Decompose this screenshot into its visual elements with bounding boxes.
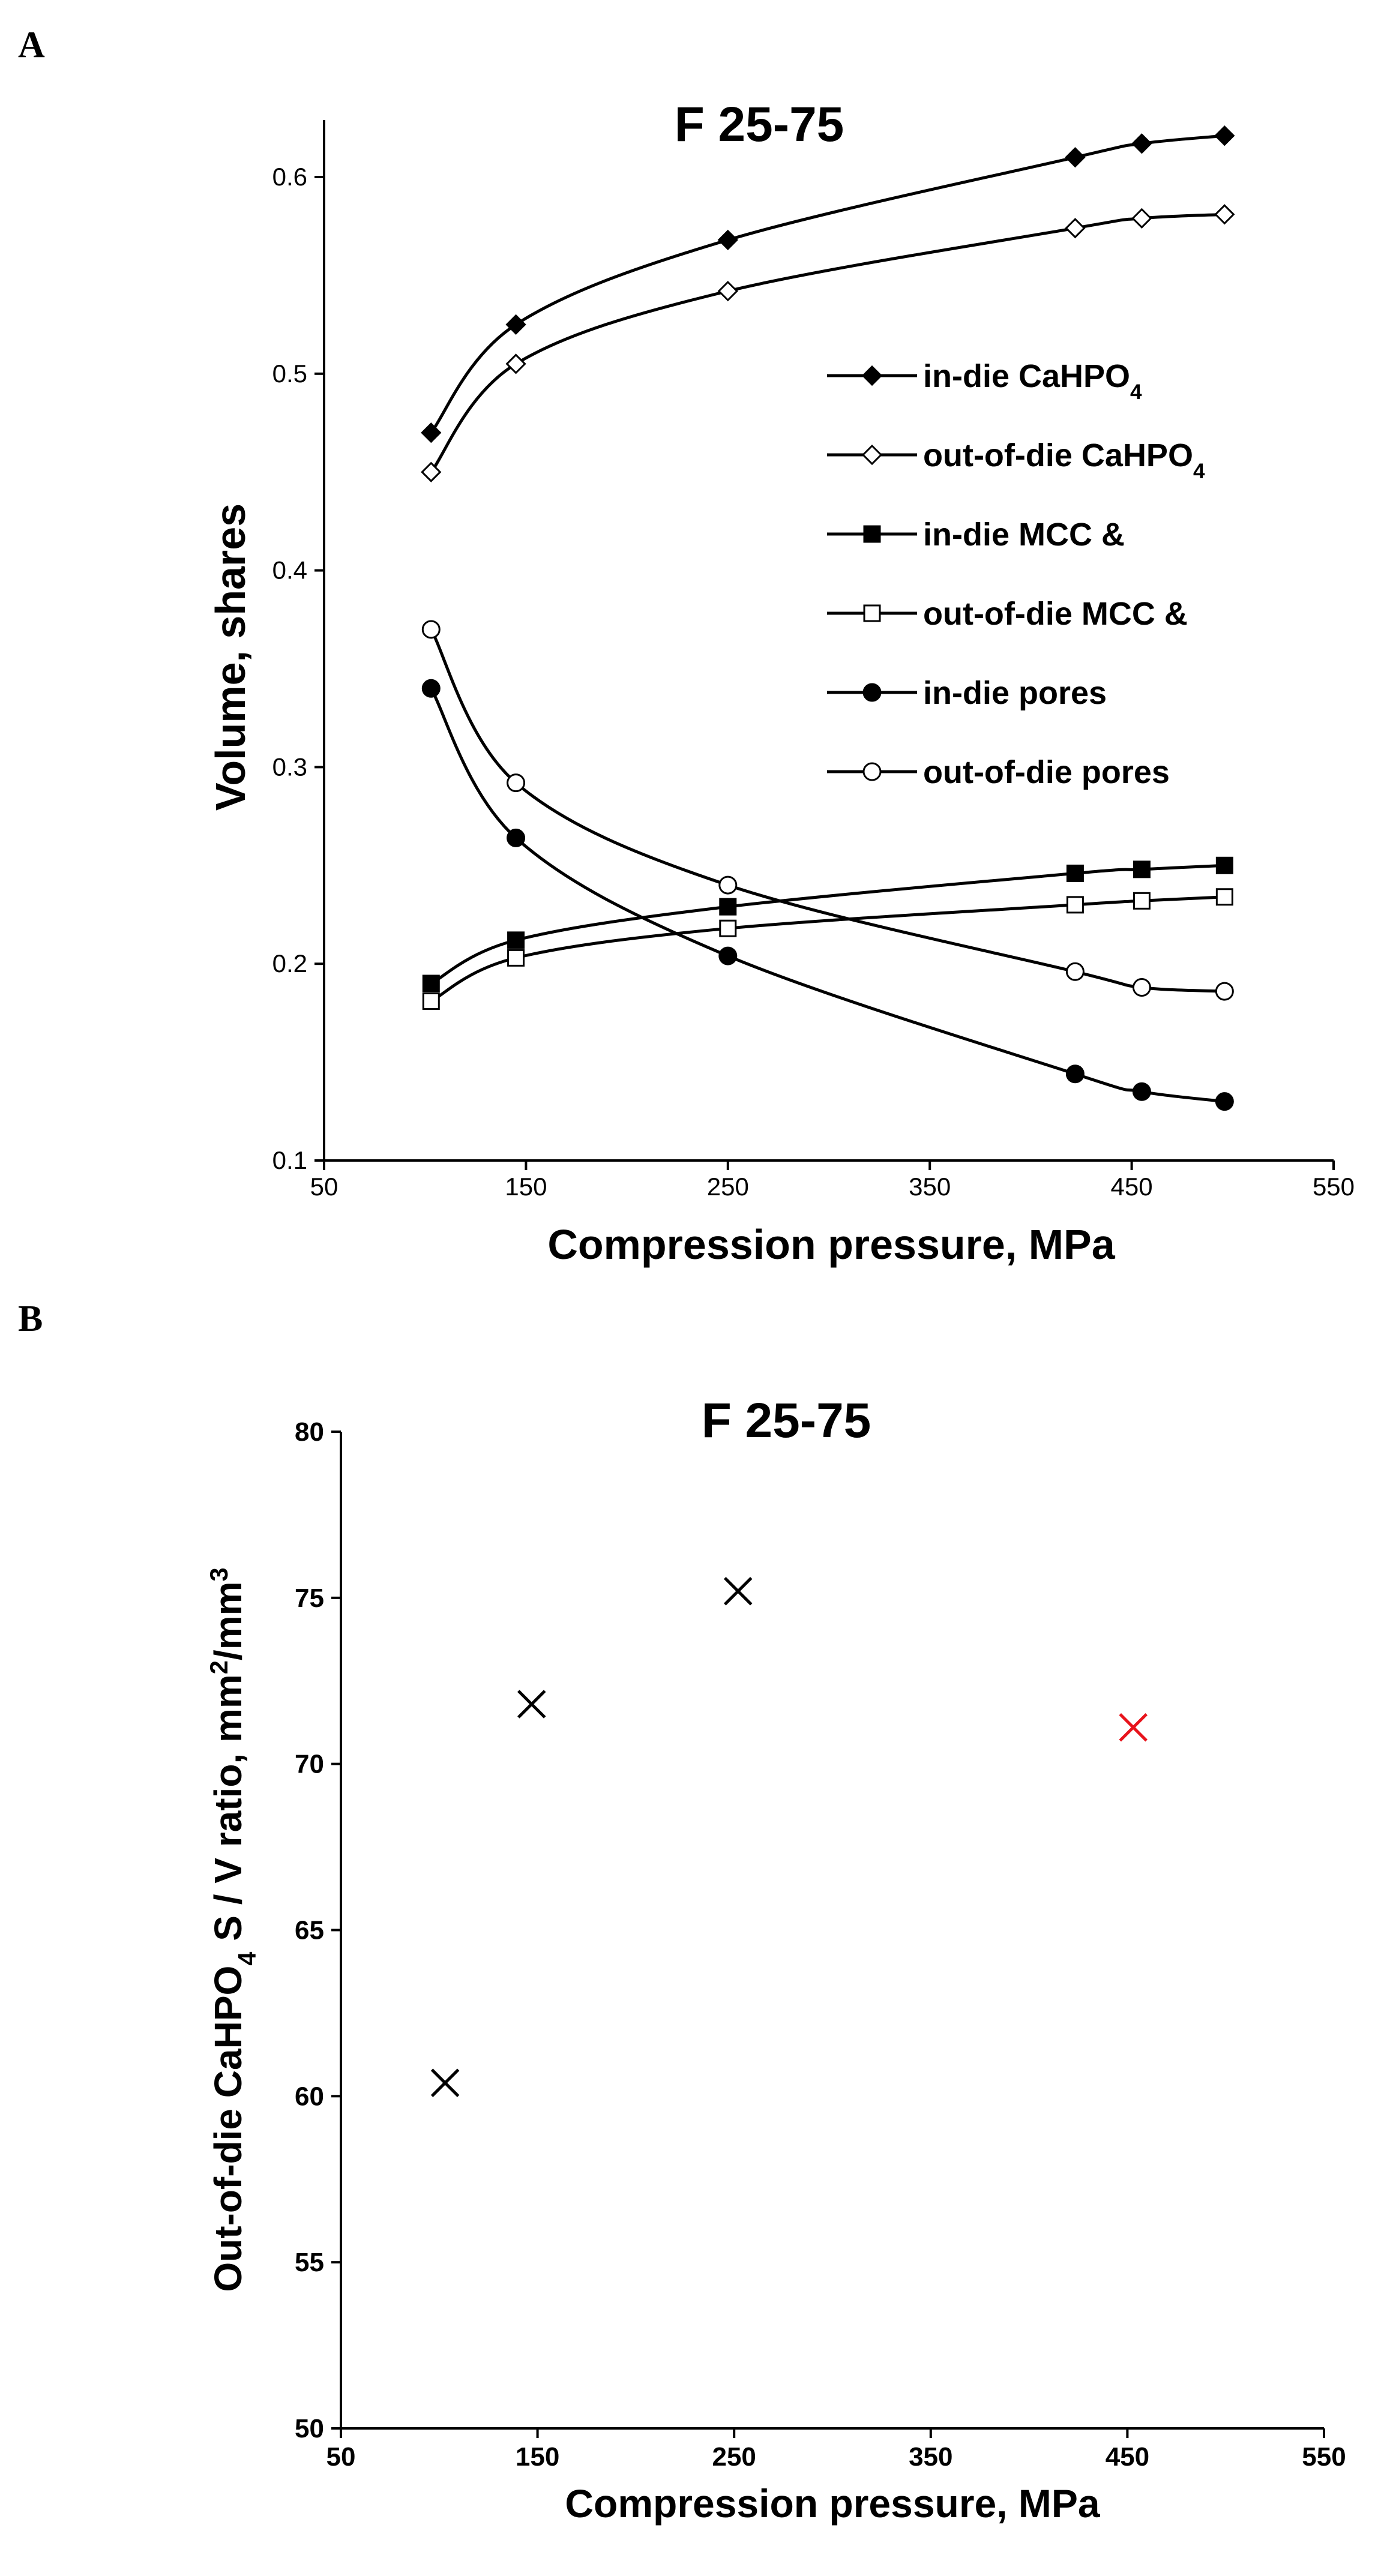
x-tick-label: 450 bbox=[1106, 2442, 1149, 2472]
legend-entry: out-of-die pores bbox=[923, 754, 1170, 790]
data-point bbox=[1066, 896, 1084, 914]
legend-entry: in-die pores bbox=[923, 675, 1107, 711]
legend-entry: in-die CaHPO4 bbox=[923, 358, 1142, 404]
y-tick-label: 60 bbox=[295, 2082, 324, 2111]
panel-b-x-ticks: 50 150 250 350 450 550 bbox=[326, 2428, 1346, 2472]
panel-a-y-ticks: 0.1 0.2 0.3 0.4 0.5 0.6 bbox=[272, 163, 324, 1174]
legend-marker bbox=[861, 444, 883, 466]
data-point bbox=[421, 620, 441, 639]
data-point bbox=[1215, 1092, 1234, 1111]
y-tick-label: 65 bbox=[295, 1916, 324, 1945]
series-line bbox=[430, 863, 1225, 985]
y-tick-label: 80 bbox=[295, 1417, 324, 1447]
y-tick-label: 55 bbox=[295, 2248, 324, 2277]
data-point bbox=[507, 931, 525, 949]
legend-marker bbox=[861, 365, 883, 386]
panel-b-points bbox=[430, 1576, 1148, 2097]
legend-entry: out-of-die MCC & bbox=[923, 596, 1188, 632]
data-point bbox=[421, 461, 442, 482]
legend-entry: out-of-die CaHPO4 bbox=[923, 437, 1205, 483]
x-tick-label: 50 bbox=[326, 2442, 356, 2472]
panel-b-letter: B bbox=[18, 1299, 43, 1339]
y-tick-label: 0.3 bbox=[272, 752, 307, 781]
panel-a-x-axis-title: Compression pressure, MPa bbox=[547, 1221, 1115, 1268]
data-point bbox=[507, 949, 525, 967]
data-point bbox=[1132, 1082, 1151, 1101]
y-tick-label: 0.1 bbox=[272, 1146, 307, 1174]
legend-entry: in-die MCC & bbox=[923, 517, 1125, 553]
y-tick-label: 0.5 bbox=[272, 359, 307, 388]
x-tick-label: 350 bbox=[909, 1172, 951, 1201]
panel-a-x-ticks: 50 150 250 350 450 550 bbox=[310, 1160, 1355, 1201]
panel-b-y-ticks: 50 55 60 65 70 75 80 bbox=[295, 1417, 341, 2443]
panel-b-title: F 25-75 bbox=[702, 1393, 871, 1448]
legend-marker bbox=[862, 683, 882, 702]
data-point bbox=[719, 919, 737, 937]
panel-a-chart: A F 25-75 0.1 0.2 0.3 0.4 0.5 0.6 50 150 250 350… bbox=[18, 25, 1355, 1268]
data-point bbox=[507, 773, 526, 793]
panel-b-x-axis-title: Compression pressure, MPa bbox=[565, 2481, 1101, 2526]
x-tick-label: 550 bbox=[1313, 1172, 1355, 1201]
data-point bbox=[717, 281, 738, 302]
legend-marker bbox=[863, 604, 881, 622]
data-point bbox=[1065, 962, 1085, 981]
data-point bbox=[1215, 888, 1233, 906]
data-point bbox=[1215, 982, 1234, 1001]
panel-a-title: F 25-75 bbox=[675, 97, 844, 152]
data-point bbox=[1065, 218, 1086, 239]
data-point bbox=[1214, 204, 1235, 225]
data-point bbox=[1131, 208, 1152, 229]
data-point bbox=[1065, 147, 1086, 168]
data-point-x-marker bbox=[430, 2068, 460, 2097]
data-point-x-marker bbox=[1119, 1713, 1148, 1742]
data-point bbox=[1065, 1064, 1085, 1084]
data-point bbox=[1215, 856, 1233, 874]
panel-a-legend: in-die CaHPO4 out-of-die CaHPO4 in-die MCC… bbox=[827, 358, 1205, 790]
data-point bbox=[421, 679, 441, 698]
data-point bbox=[1132, 978, 1151, 997]
x-tick-label: 250 bbox=[707, 1172, 749, 1201]
y-tick-label: 0.6 bbox=[272, 163, 307, 191]
data-point bbox=[719, 898, 737, 916]
x-tick-label: 150 bbox=[505, 1172, 547, 1201]
y-tick-label: 0.2 bbox=[272, 949, 307, 977]
legend-marker bbox=[862, 762, 882, 781]
data-point bbox=[717, 229, 738, 251]
x-tick-label: 450 bbox=[1111, 1172, 1153, 1201]
series-line bbox=[430, 212, 1225, 473]
x-tick-label: 250 bbox=[712, 2442, 756, 2472]
data-point bbox=[422, 992, 440, 1010]
data-point bbox=[422, 974, 440, 992]
data-point bbox=[1133, 892, 1151, 910]
data-point bbox=[505, 314, 526, 335]
x-tick-label: 150 bbox=[516, 2442, 559, 2472]
y-tick-label: 0.4 bbox=[272, 556, 307, 584]
data-point bbox=[1131, 133, 1152, 154]
data-point bbox=[421, 422, 442, 443]
data-point-x-marker bbox=[517, 1690, 546, 1719]
data-point bbox=[718, 875, 738, 895]
data-point bbox=[1066, 864, 1084, 882]
panel-a-y-axis-title: Volume, shares bbox=[207, 503, 254, 811]
x-tick-label: 50 bbox=[310, 1172, 338, 1201]
data-point bbox=[1133, 860, 1151, 878]
legend-marker bbox=[863, 525, 881, 543]
data-point-x-marker bbox=[723, 1576, 753, 1606]
data-point bbox=[507, 828, 526, 847]
data-point bbox=[718, 946, 738, 965]
panel-b-y-axis-title: Out-of-die CaHPO4 S / V ratio, mm2/mm3 bbox=[205, 1567, 261, 2292]
y-tick-label: 70 bbox=[295, 1750, 324, 1779]
y-tick-label: 50 bbox=[295, 2414, 324, 2443]
data-point bbox=[505, 353, 526, 374]
data-point bbox=[1214, 125, 1235, 146]
x-tick-label: 350 bbox=[909, 2442, 952, 2472]
panel-a-letter: A bbox=[18, 25, 45, 65]
panel-a-series-markers bbox=[421, 125, 1235, 1111]
y-tick-label: 75 bbox=[295, 1584, 324, 1613]
x-tick-label: 550 bbox=[1302, 2442, 1346, 2472]
